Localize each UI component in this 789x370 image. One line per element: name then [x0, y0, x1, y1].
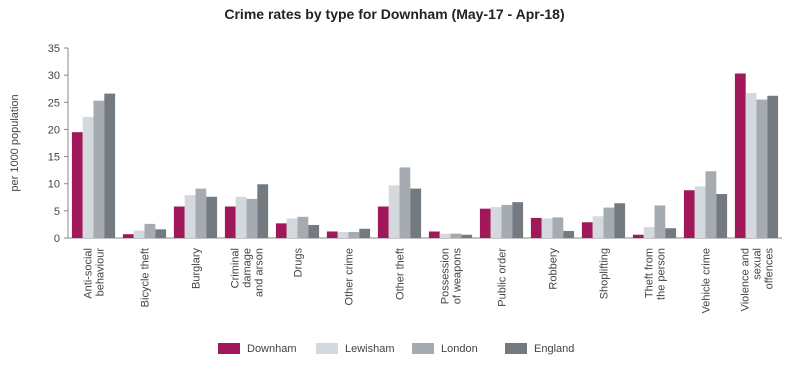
bar-downham-1: [122, 234, 134, 238]
x-category-label: Criminal: [230, 248, 242, 288]
bar-downham-12: [683, 190, 695, 238]
x-category-label: Other theft: [395, 248, 407, 300]
bar-london-3: [246, 198, 258, 238]
bar-london-1: [144, 223, 156, 238]
bar-downham-7: [428, 231, 440, 238]
y-tick-label: 5: [54, 206, 60, 218]
y-tick-label: 0: [54, 233, 60, 245]
bar-london-8: [501, 204, 513, 238]
bar-england-10: [614, 203, 626, 238]
legend-label-england: England: [534, 343, 574, 355]
bar-england-1: [155, 229, 167, 238]
x-category-label: Bicycle theft: [140, 248, 152, 307]
bar-england-5: [359, 228, 371, 238]
bar-lewisham-2: [184, 195, 196, 238]
x-category-label: Burglary: [191, 248, 203, 289]
legend-label-downham: Downham: [247, 343, 297, 355]
x-category-label: of weapons: [452, 248, 464, 305]
bar-downham-11: [632, 234, 644, 238]
bar-downham-4: [275, 223, 287, 238]
bar-lewisham-11: [643, 227, 655, 238]
bar-england-9: [563, 230, 575, 238]
bar-lewisham-4: [286, 218, 298, 238]
y-tick-label: 35: [48, 43, 60, 55]
bar-lewisham-1: [133, 230, 145, 238]
bar-england-7: [461, 234, 473, 238]
x-category-label: Theft from: [644, 248, 656, 298]
bar-lewisham-5: [337, 232, 349, 238]
bar-london-10: [603, 207, 615, 238]
legend-swatch-lewisham: [316, 343, 338, 354]
x-category-label: Shoplifting: [599, 248, 611, 299]
bar-downham-3: [224, 206, 236, 238]
chart-title: Crime rates by type for Downham (May-17 …: [224, 6, 565, 22]
x-category-label: Public order: [497, 248, 509, 307]
bar-england-8: [512, 202, 524, 238]
y-axis-label: per 1000 population: [9, 94, 21, 191]
bar-lewisham-7: [439, 233, 451, 238]
bar-downham-10: [581, 222, 593, 238]
category-labels: Anti-social behaviour Bicycle theft Burglar…: [83, 248, 776, 314]
bar-lewisham-0: [82, 116, 94, 238]
x-category-label: Violence and: [740, 248, 752, 311]
bar-london-11: [654, 205, 666, 238]
legend-label-lewisham: Lewisham: [345, 343, 395, 355]
x-category-label: and arson: [254, 248, 266, 297]
bar-london-4: [297, 216, 309, 238]
y-tick-label: 10: [48, 179, 60, 191]
x-category-label: Drugs: [293, 248, 305, 278]
bar-england-6: [410, 188, 422, 238]
bars: [71, 73, 779, 239]
legend-swatch-england: [505, 343, 527, 354]
y-tick-label: 30: [48, 70, 60, 82]
bar-london-12: [705, 171, 717, 238]
bar-london-9: [552, 217, 564, 238]
bar-lewisham-12: [694, 186, 706, 238]
bar-london-0: [93, 100, 105, 239]
bar-england-3: [257, 184, 269, 238]
legend-label-london: London: [441, 343, 478, 355]
bar-downham-5: [326, 231, 338, 238]
x-category-label: Other crime: [344, 248, 356, 305]
bar-lewisham-13: [745, 93, 757, 238]
x-category-label: sexual: [752, 248, 764, 280]
x-category-label: Anti-social: [83, 248, 95, 299]
legend-swatch-london: [412, 343, 434, 354]
y-tick-label: 15: [48, 152, 60, 164]
legend: Downham Lewisham London England: [218, 343, 574, 355]
bar-london-7: [450, 233, 462, 238]
bar-england-12: [716, 194, 728, 238]
bar-downham-8: [479, 208, 491, 238]
bar-downham-0: [71, 132, 83, 238]
bar-england-11: [665, 228, 677, 238]
bar-london-13: [756, 99, 768, 238]
bar-downham-6: [377, 206, 389, 238]
x-category-label: the person: [656, 248, 668, 300]
bar-lewisham-10: [592, 216, 604, 238]
bar-downham-13: [734, 73, 746, 238]
bar-downham-9: [530, 217, 542, 238]
bar-lewisham-8: [490, 207, 502, 238]
bar-london-2: [195, 188, 207, 238]
bar-england-4: [308, 224, 320, 238]
bar-lewisham-9: [541, 218, 553, 238]
bar-england-13: [767, 95, 779, 239]
x-category-label: damage: [242, 248, 254, 288]
bar-lewisham-3: [235, 196, 247, 238]
x-category-label: Possession: [440, 248, 452, 304]
y-tick-label: 25: [48, 97, 60, 109]
x-category-label: Robbery: [548, 248, 560, 290]
bar-london-5: [348, 232, 360, 238]
bar-england-0: [104, 93, 116, 238]
bar-downham-2: [173, 206, 185, 238]
bar-lewisham-6: [388, 185, 400, 238]
legend-swatch-downham: [218, 343, 240, 354]
y-tick-label: 20: [48, 124, 60, 136]
x-category-label: offences: [764, 248, 776, 290]
bar-england-2: [206, 196, 218, 238]
bar-london-6: [399, 167, 411, 238]
x-category-label: Vehicle crime: [701, 248, 713, 313]
x-category-label: behaviour: [95, 248, 107, 297]
